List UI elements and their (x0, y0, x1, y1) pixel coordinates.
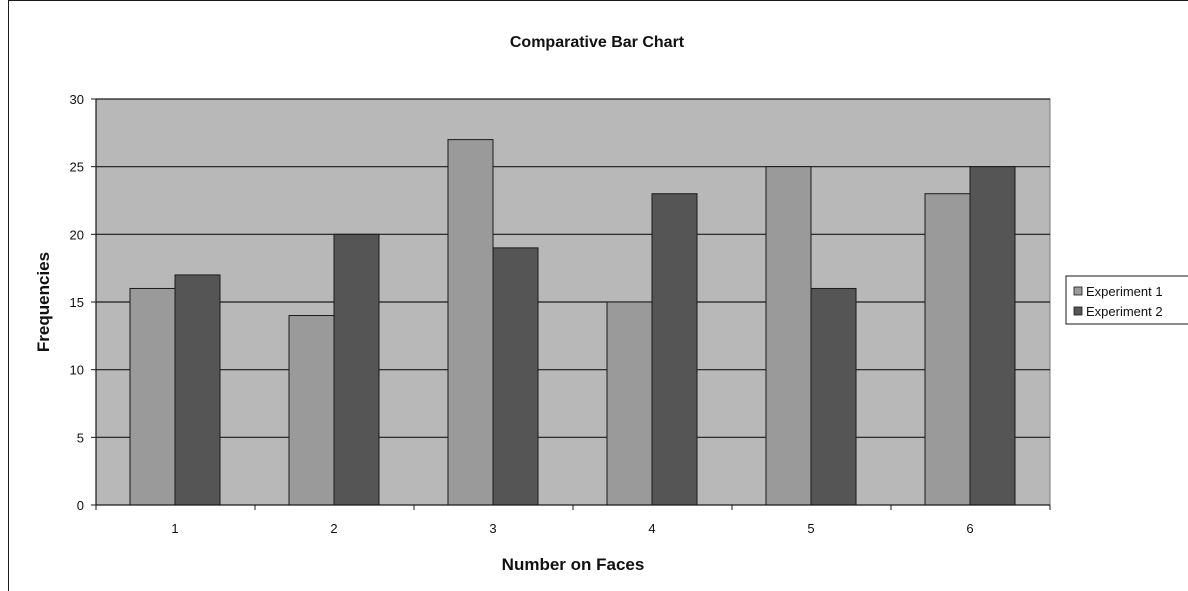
y-tick-label: 25 (70, 160, 84, 175)
gridlines (96, 98, 1050, 438)
bar-experiment-1-6 (924, 193, 971, 506)
legend-swatch (1073, 306, 1083, 316)
bar-experiment-1-5 (765, 166, 812, 506)
y-axis-title: Frequencies (34, 252, 53, 352)
y-tick-labels: 0 5 10 15 20 25 30 (70, 92, 84, 513)
bar-experiment-2-6 (969, 166, 1016, 506)
y-tick-label: 10 (70, 363, 84, 378)
legend-box (1065, 275, 1188, 325)
bar-experiment-1-2 (288, 315, 335, 506)
y-tick-label: 5 (77, 430, 84, 445)
legend-label: Experiment 1 (1086, 284, 1163, 299)
legend: Experiment 1 Experiment 2 (1065, 275, 1188, 325)
x-tick-label: 1 (171, 521, 178, 536)
x-tick-labels: 1 2 3 4 5 6 (171, 521, 973, 536)
bar-experiment-2-1 (174, 274, 221, 506)
bar-experiment-2-5 (810, 287, 857, 506)
bar-experiment-1-4 (606, 301, 653, 506)
x-tick-label: 6 (966, 521, 973, 536)
bars (129, 139, 1016, 506)
y-tick-label: 30 (70, 92, 84, 107)
axes (91, 98, 1051, 510)
y-tick-label: 20 (70, 227, 84, 242)
x-tick-label: 5 (807, 521, 814, 536)
y-tick-label: 0 (77, 498, 84, 513)
bar-experiment-2-3 (492, 247, 539, 506)
x-tick-label: 2 (330, 521, 337, 536)
bar-experiment-2-4 (651, 193, 698, 506)
y-tick-label: 15 (70, 295, 84, 310)
legend-label: Experiment 2 (1086, 304, 1163, 319)
chart-title: Comparative Bar Chart (510, 34, 685, 51)
chart-frame (8, 0, 1188, 591)
bar-experiment-2-2 (333, 233, 380, 506)
x-tick-label: 4 (648, 521, 655, 536)
legend-swatch (1073, 286, 1083, 296)
bar-experiment-1-1 (129, 287, 176, 506)
x-axis-title: Number on Faces (502, 555, 645, 574)
x-tick-label: 3 (489, 521, 496, 536)
bar-experiment-1-3 (447, 139, 494, 506)
